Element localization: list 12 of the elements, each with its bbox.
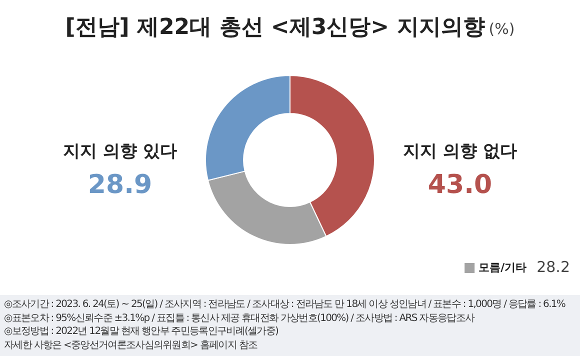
text: ◎보정방법 : 2022년 12월말 현재 행안부 주민등록인구비례(셀가중): [4, 325, 279, 338]
text: 자세한 사항은 <중앙선거여론조사심의위원회> 홈페이지 참조: [4, 338, 258, 352]
text: ◎조사기간 : 2023. 6. 24(토) ~ 25(일) / 조사지역 : 전라남도 / 조사대상 : 전라남도 만 18세 이상 성인남녀 / 표본수 : 1,000명 / 응답률 : 6.1%: [4, 298, 566, 312]
text: ◎표본오차 : 95%신뢰수준 ±3.1%p / 표집틀 : 통신사 제공 휴대전화 가상번호(100%) / 조사방법 : ARS 자동응답조사: [4, 312, 476, 325]
chart-title: [전남] 제22대 총선 <제3신당> 지지의향: [65, 15, 485, 40]
data-label: 43.0: [428, 170, 492, 200]
chart-subtitle: (%): [488, 20, 515, 38]
data-label: 28.9: [88, 170, 152, 200]
legend-label: 모름/기타: [478, 260, 527, 274]
data-label: 28.2: [536, 258, 570, 276]
slice-label: 지지 의향 없다: [403, 141, 517, 162]
slice-label: 지지 의향 있다: [63, 141, 177, 162]
